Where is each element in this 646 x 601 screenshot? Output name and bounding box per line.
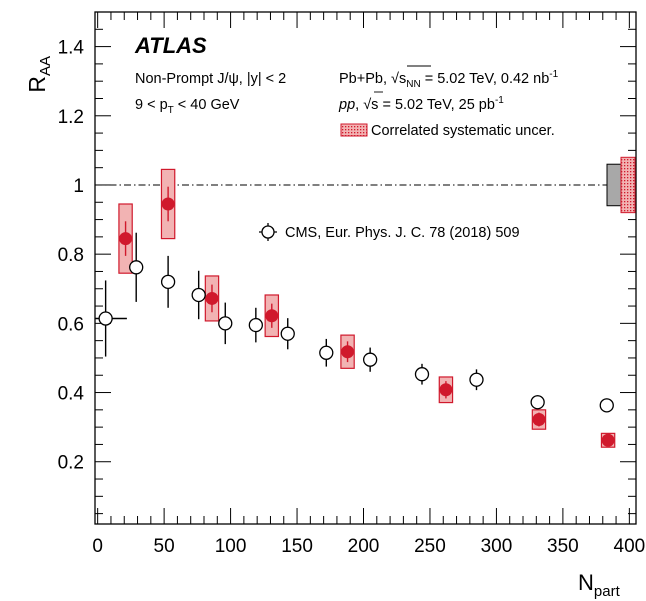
- cms-point: [414, 367, 430, 382]
- legend-syst-swatch: [340, 123, 368, 137]
- cms-point: [530, 395, 545, 410]
- y-axis-title: RAA: [24, 56, 54, 93]
- global-uncertainty-boxes: [606, 156, 636, 214]
- legend-pp: pp, √s = 5.02 TeV, 25 pb-1: [338, 95, 504, 113]
- x-axis-title-main: N: [578, 570, 594, 595]
- x-tick-label: 0: [92, 536, 103, 557]
- legend-process: Non-Prompt J/ψ, |y| < 2: [135, 71, 286, 87]
- plot-frame: [94, 11, 637, 525]
- legend-pp-root: √: [363, 97, 371, 113]
- legend-pt-range: 9 < pT < 40 GeV: [135, 97, 240, 116]
- atlas-point: [205, 291, 219, 305]
- legend-pbpb-post: = 5.02 TeV, 0.42 nb: [421, 71, 550, 87]
- x-tick-label: 200: [348, 536, 380, 557]
- x-axis-title: Npart: [578, 570, 621, 600]
- y-tick-label: 0.2: [58, 453, 84, 474]
- x-tick-labels: 0 50 100 150 200 250 300 350 400: [92, 536, 645, 557]
- legend-pp-s: s: [371, 97, 378, 113]
- x-tick-label: 400: [614, 536, 646, 557]
- cms-point: [129, 260, 144, 275]
- y-axis-title-sub: AA: [37, 56, 54, 76]
- x-tick-label: 300: [481, 536, 513, 557]
- legend-pp-comma: ,: [355, 97, 363, 113]
- x-tick-label: 150: [281, 536, 313, 557]
- legend-pbpb-pre: Pb+Pb,: [339, 71, 391, 87]
- cms-point: [280, 326, 295, 341]
- y-tick-label: 1.4: [58, 38, 85, 59]
- atlas-point: [161, 197, 175, 211]
- cms-point: [248, 317, 263, 333]
- cms-point: [191, 287, 206, 303]
- cms-series: [95, 232, 614, 413]
- atlas-series: [119, 186, 615, 447]
- cms-point: [160, 274, 176, 289]
- x-tick-label: 100: [215, 536, 247, 557]
- global-uncertainty-grey: [606, 163, 622, 207]
- cms-point: [98, 311, 113, 326]
- x-tick-label: 350: [547, 536, 579, 557]
- cms-point: [363, 352, 378, 367]
- legend-cms-marker: [259, 223, 277, 241]
- legend-syst-label: Correlated systematic uncer.: [371, 123, 555, 139]
- legend-pbpb: Pb+Pb, √sNN = 5.02 TeV, 0.42 nb-1: [339, 69, 559, 90]
- y-axis-title-main: R: [24, 76, 50, 93]
- legend-cms-label: CMS, Eur. Phys. J. C. 78 (2018) 509: [285, 225, 520, 241]
- atlas-point: [341, 345, 355, 359]
- atlas-point: [265, 309, 279, 323]
- atlas-point: [119, 232, 133, 246]
- global-uncertainty-red: [620, 156, 636, 214]
- legend-pbpb-sup: -1: [549, 69, 558, 80]
- cms-point: [599, 398, 614, 413]
- y-tick-label: 1: [73, 176, 84, 197]
- x-tick-label: 250: [414, 536, 446, 557]
- x-axis-title-sub: part: [594, 583, 621, 600]
- legend-pbpb-root: √: [391, 71, 399, 87]
- y-tick-labels: 0.2 0.4 0.6 0.8 1 1.2 1.4: [58, 38, 85, 474]
- legend-pp-sup: -1: [495, 95, 504, 106]
- y-tick-label: 0.8: [58, 245, 84, 266]
- atlas-point: [532, 413, 546, 427]
- cms-point: [218, 316, 233, 331]
- legend-pt-sub: T: [168, 105, 174, 116]
- cms-point: [319, 345, 334, 360]
- legend-pbpb-sub: NN: [406, 79, 420, 90]
- atlas-point: [439, 383, 453, 397]
- cms-point: [469, 372, 484, 387]
- axis-ticks: [95, 12, 636, 524]
- legend-pt-post: < 40 GeV: [174, 97, 240, 113]
- atlas-point: [601, 433, 615, 447]
- x-tick-label: 50: [154, 536, 175, 557]
- legend-pp-post: = 5.02 TeV, 25 pb: [378, 97, 495, 113]
- experiment-label: ATLAS: [134, 33, 207, 58]
- legend-pt-pre: 9 < p: [135, 97, 168, 113]
- legend-pp-pre: pp: [338, 97, 355, 113]
- y-tick-label: 1.2: [58, 107, 84, 128]
- y-tick-label: 0.6: [58, 314, 84, 335]
- y-tick-label: 0.4: [58, 384, 85, 405]
- legend-pbpb-s: s: [399, 71, 406, 87]
